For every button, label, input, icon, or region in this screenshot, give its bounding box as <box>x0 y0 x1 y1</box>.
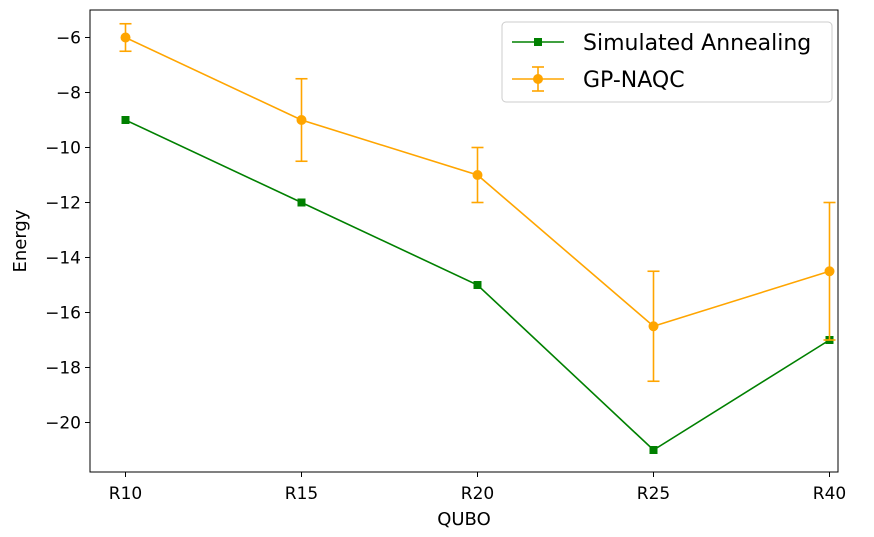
data-point <box>473 281 482 289</box>
legend: Simulated Annealing GP-NAQC <box>501 21 833 103</box>
y-tick-label: −12 <box>45 194 81 214</box>
y-axis: −20 −18 −16 −14 −12 −10 −8 −6 <box>45 29 90 434</box>
data-point <box>297 198 306 207</box>
data-point <box>472 170 483 180</box>
data-point <box>296 115 307 125</box>
y-axis-label: Energy <box>10 209 31 272</box>
y-tick-label: −14 <box>45 249 81 269</box>
y-tick-label: −18 <box>45 359 81 379</box>
x-tick-label: R20 <box>461 484 494 504</box>
data-point <box>648 321 659 332</box>
legend-marker <box>534 38 542 46</box>
y-tick-label: −16 <box>45 304 81 324</box>
x-axis: R10 R15 R20 R25 R40 <box>109 472 846 504</box>
data-point <box>824 266 835 277</box>
series-layer <box>119 22 836 454</box>
y-tick-label: −8 <box>56 84 81 104</box>
data-point <box>649 446 658 454</box>
plot-frame <box>89 9 839 473</box>
legend-label: GP-NAQC <box>583 68 685 93</box>
y-tick-label: −20 <box>45 414 81 434</box>
y-tick-label: −6 <box>56 29 81 49</box>
legend-label: Simulated Annealing <box>583 31 811 56</box>
data-point <box>121 116 130 124</box>
legend-item: GP-NAQC <box>512 66 685 93</box>
legend-marker <box>533 74 543 84</box>
x-tick-label: R25 <box>637 484 670 504</box>
data-point <box>120 32 131 43</box>
legend-item: Simulated Annealing <box>512 31 811 56</box>
legend-box <box>501 21 833 103</box>
x-axis-label: QUBO <box>437 509 491 530</box>
x-tick-label: R15 <box>285 484 318 504</box>
series-gp-naqc <box>119 22 836 383</box>
x-tick-label: R10 <box>109 484 142 504</box>
y-tick-label: −10 <box>45 139 81 159</box>
x-tick-label: R40 <box>813 484 846 504</box>
